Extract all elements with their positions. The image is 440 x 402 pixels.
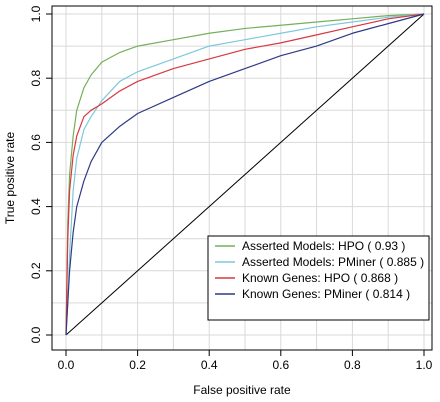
x-tick-label: 1.0 xyxy=(416,358,433,372)
x-tick-label: 0.8 xyxy=(344,358,361,372)
y-axis-ticks: 0.0 0.2 0.4 0.6 0.8 1.0 xyxy=(29,5,52,343)
legend-label: Known Genes: HPO ( 0.868 ) xyxy=(242,271,398,285)
y-tick-label: 1.0 xyxy=(29,5,43,22)
y-axis-label: True positive rate xyxy=(3,132,17,225)
x-axis-label: False positive rate xyxy=(193,383,291,397)
series-line-2 xyxy=(65,13,425,336)
x-tick-label: 0.2 xyxy=(129,358,146,372)
diagonal-reference-line xyxy=(65,13,425,336)
y-tick-label: 0.6 xyxy=(29,134,43,151)
y-tick-label: 0.0 xyxy=(29,326,43,343)
legend: Asserted Models: HPO ( 0.93 ) Asserted Mo… xyxy=(207,235,430,321)
legend-label: Known Genes: PMiner ( 0.814 ) xyxy=(242,287,410,301)
x-tick-label: 0.4 xyxy=(201,358,218,372)
legend-label: Asserted Models: PMiner ( 0.885 ) xyxy=(242,255,424,269)
series-line-4 xyxy=(65,13,425,336)
legend-label: Asserted Models: HPO ( 0.93 ) xyxy=(242,239,405,253)
series-line-3 xyxy=(65,13,425,336)
diagonal-line xyxy=(65,13,425,336)
x-tick-label: 0.6 xyxy=(272,358,289,372)
y-tick-label: 0.2 xyxy=(29,262,43,279)
y-tick-label: 0.4 xyxy=(29,198,43,215)
legend-box xyxy=(207,235,430,321)
series-line-1 xyxy=(65,13,425,336)
series-lines xyxy=(65,13,425,336)
plot-frame xyxy=(51,5,433,351)
x-axis-ticks: 0.0 0.2 0.4 0.6 0.8 1.0 xyxy=(58,350,433,372)
y-tick-label: 0.8 xyxy=(29,70,43,87)
x-tick-label: 0.0 xyxy=(58,358,75,372)
